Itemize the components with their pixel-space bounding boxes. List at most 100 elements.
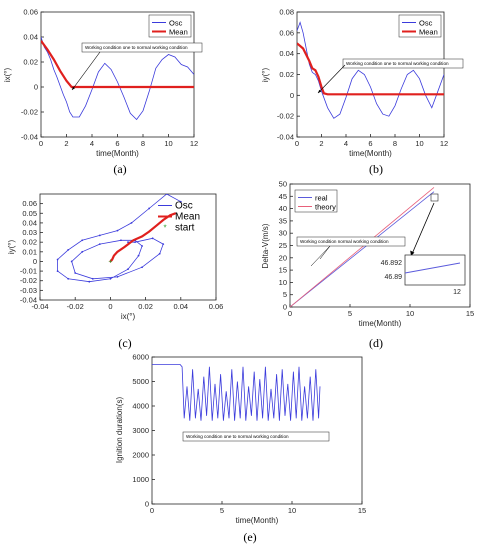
panel-c-chart: -0.04 -0.02 0 0.02 0.04 0.06-0.04-0.03-0.02-0… [7,193,223,321]
d-ytick-label: 50 [279,180,287,189]
c-ytick-label: -0.03 [20,286,37,295]
d-inset-real-line [404,262,461,274]
c-series-point [116,250,119,253]
caption-c: (c) [118,336,131,350]
c-xtick-label: 0 [108,302,112,311]
c-series-point [134,241,136,244]
e-ytick-label: 0 [145,500,149,509]
c-ytick-label: 0 [33,257,37,266]
a-xtick-label: 0 [39,139,43,148]
a-ytick-label: -0.04 [21,133,38,142]
d-zoom-arrowhead [410,250,415,256]
a-ytick-label: 0.04 [23,33,38,42]
c-series-point [111,258,114,261]
c-series-point [113,254,115,257]
d-ytick-label: 0 [283,303,287,312]
a-ytick-label: 0.02 [23,58,38,67]
d-y-axis-label: Delta-V(m/s) [261,223,270,268]
c-series-point [116,275,119,278]
c-series-point [67,277,70,280]
a-xtick-label: 2 [64,139,68,148]
c-axes-box [39,193,217,301]
a-xtick-label: 4 [90,139,94,148]
c-xtick-label: -0.04 [31,302,48,311]
d-ytick-label: 5 [283,290,287,299]
panel-d-chart: 0 5 10 15 0 5 10 15 20 25 30 35 40 45 50 time(Month) Del… [261,180,474,329]
d-inset-ytick-label: 46.892 [381,260,403,267]
b-ytick-label: -0.02 [277,112,294,121]
d-zoom-arrow [411,202,435,255]
c-series-point [120,239,122,242]
c-ytick-label: 0.02 [22,238,37,247]
d-inset-ytick-label: 46.89 [384,274,402,281]
e-ytick-label: 4000 [132,402,149,411]
c-series-point [81,250,84,253]
d-ytick-label: 40 [279,204,287,213]
c-series-point [56,270,59,272]
a-xtick-label: 10 [164,139,172,148]
d-ytick-label: 45 [279,192,287,201]
c-ytick-label: -0.01 [20,267,37,276]
a-ytick-label: 0 [34,83,38,92]
c-series-point [132,239,135,242]
a-annotation-arrow [71,51,101,91]
c-series-point [98,243,101,246]
c-series-point [127,268,129,271]
d-ytick-label: 15 [279,266,287,275]
c-series-point [158,252,161,255]
a-xtick-label: 12 [190,139,198,148]
b-annotation-text: Working condition one to normal working … [346,61,449,66]
b-y-axis-label: iy(°) [261,68,270,83]
c-xtick-label: -0.02 [67,302,84,311]
b-xtick-label: 6 [368,139,372,148]
e-x-axis-label: time(Month) [236,516,279,525]
c-series-point [148,230,151,233]
c-series-point [179,200,182,203]
b-xtick-label: 10 [415,139,423,148]
c-series-point [162,219,165,221]
c-series-point [123,246,126,248]
c-legend-label: Mean [175,212,200,223]
c-series-point [109,277,112,280]
d-ytick-label: 10 [279,278,287,287]
c-series-point [151,237,154,240]
b-annotation-box [342,58,464,69]
b-ytick-label: 0.08 [279,8,294,17]
c-series-osc-line [57,194,181,283]
d-inset-xtick-label: 12 [453,289,461,296]
c-series-point [130,222,133,224]
d-legend-label: real [315,194,328,203]
c-ytick-label: -0.02 [20,276,37,285]
c-series-point [56,258,59,261]
panel-e-chart: 0 5 10 15 0 1000 2000 3000 4000 5000 6000 time(Mont… [115,353,366,526]
c-ytick-label: 0.01 [22,247,37,256]
b-series-osc-line [297,21,444,119]
b-x-axis-label: time(Month) [349,149,392,158]
b-xtick-label: 4 [344,139,348,148]
c-xtick-label: 0.06 [209,302,224,311]
b-ytick-label: -0.04 [277,133,294,142]
a-annotation-text: Working condition one to normal working … [85,45,188,50]
d-ytick-label: 30 [279,229,287,238]
c-series-point [70,260,73,263]
b-ytick-label: 0.06 [279,28,294,37]
caption-b: (b) [369,162,383,176]
b-ytick-label: 0.04 [279,49,294,58]
e-ytick-label: 2000 [132,451,149,460]
panel-b-chart: 0 2 4 6 8 10 12 -0.04 -0.02 0 0.02 0.04 0.06 0.08 time… [261,8,464,158]
a-xtick-label: 8 [141,139,145,148]
c-series-point [116,229,119,232]
d-legend-label: theory [315,203,336,212]
d-ytick-label: 25 [279,241,287,250]
c-ytick-label: 0.04 [22,218,37,227]
c-series-point [141,245,143,247]
d-series-real-line [290,191,435,307]
a-y-axis-label: ix(°) [3,68,12,83]
d-x-axis-label: time(Month) [359,319,402,328]
c-xtick-label: 0.04 [173,302,188,311]
c-ytick-label: -0.04 [20,296,37,305]
c-x-axis-label: ix(°) [121,312,136,321]
b-xtick-label: 2 [319,139,323,148]
d-annotation-arrow [319,245,331,260]
c-legend-label: start [175,223,195,234]
